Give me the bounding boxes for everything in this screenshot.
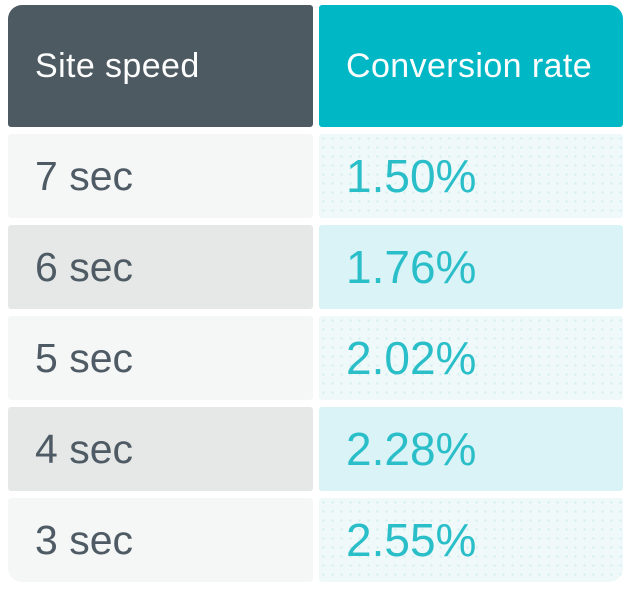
site-speed-cell-7sec: 7 sec [8,134,313,218]
site-speed-cell-4sec: 4 sec [8,407,313,491]
conversion-rate-cell-7sec: 1.50% [319,134,623,218]
site-speed-cell-3sec: 3 sec [8,498,313,582]
conversion-rate-cell-6sec: 1.76% [319,225,623,309]
header-conversion-rate: Conversion rate [319,5,623,127]
conversion-rate-cell-4sec: 2.28% [319,407,623,491]
site-speed-cell-6sec: 6 sec [8,225,313,309]
conversion-rate-cell-5sec: 2.02% [319,316,623,400]
conversion-rate-cell-3sec: 2.55% [319,498,623,582]
conversion-rate-table: Site speed Conversion rate 7 sec 1.50% 6… [8,5,623,582]
header-site-speed: Site speed [8,5,313,127]
site-speed-cell-5sec: 5 sec [8,316,313,400]
